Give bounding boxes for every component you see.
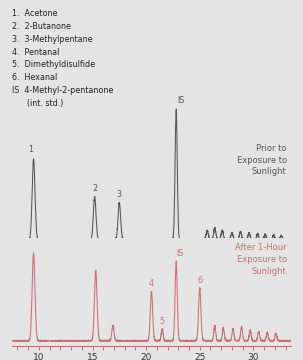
Text: After 1-Hour
Exposure to
Sunlight: After 1-Hour Exposure to Sunlight — [235, 243, 287, 276]
Text: 4: 4 — [149, 279, 154, 288]
Text: 1: 1 — [28, 145, 33, 154]
Text: 3: 3 — [117, 190, 122, 199]
Text: 5: 5 — [160, 317, 165, 326]
Text: IS: IS — [177, 96, 184, 105]
Text: Prior to
Exposure to
Sunlight: Prior to Exposure to Sunlight — [237, 144, 287, 176]
Text: 1.  Acetone
2.  2-Butanone
3.  3-Methylpentane
4.  Pentanal
5.  Dimethyldisulfid: 1. Acetone 2. 2-Butanone 3. 3-Methylpent… — [12, 9, 114, 108]
Text: 2: 2 — [92, 184, 97, 193]
Text: 6: 6 — [197, 275, 202, 284]
Text: IS: IS — [176, 248, 184, 257]
